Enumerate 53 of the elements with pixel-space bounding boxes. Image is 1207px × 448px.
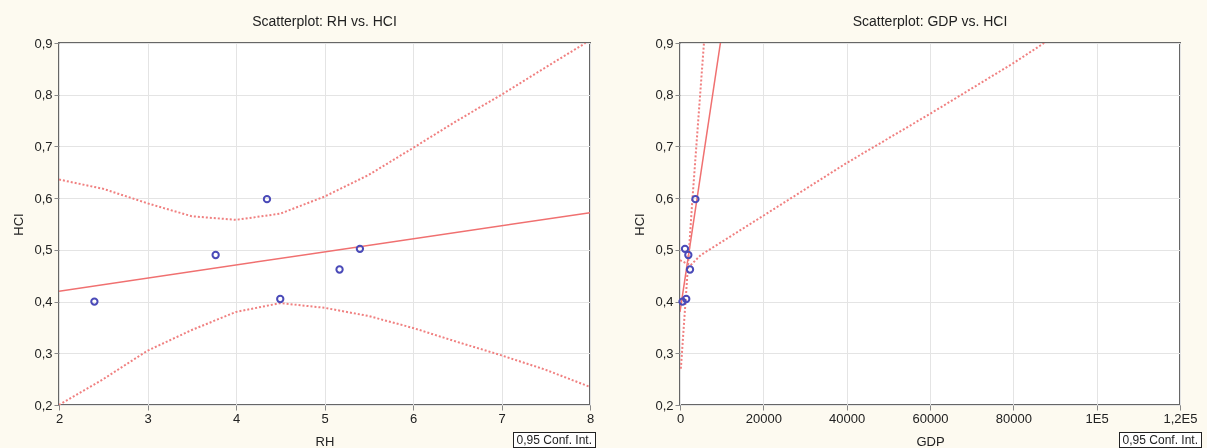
y-tick-label: 0,5 (34, 242, 53, 258)
x-tick-label: 0 (676, 410, 685, 426)
y-tick-label: 0,8 (34, 87, 53, 103)
text: 0,95 Conf. Int. (512, 432, 596, 448)
y-axis-title: HCI (632, 213, 648, 236)
x-tick-label: 1E5 (1085, 410, 1109, 426)
line-series (680, 43, 705, 370)
y-tick-label: 0,3 (655, 345, 674, 361)
y-tick-label: 0,2 (34, 397, 53, 413)
x-tick-label: 4 (232, 410, 241, 426)
point (276, 294, 285, 304)
y-tick-label: 0,4 (655, 294, 674, 310)
point (684, 250, 693, 260)
x-tick-label: 7 (498, 410, 506, 426)
x-tick-label: 60000 (912, 410, 949, 426)
point (685, 265, 695, 274)
y-tick-label: 0,9 (34, 35, 53, 51)
y-tick-label: 0,7 (34, 138, 53, 154)
x-tick-label: 80000 (995, 410, 1032, 426)
line-series (59, 43, 587, 221)
x-tick-label: 20000 (745, 410, 782, 426)
y-tick-label: 0,3 (34, 345, 53, 361)
point (355, 244, 365, 253)
y-tick-label: 0,6 (655, 190, 674, 206)
point (680, 244, 690, 253)
point (682, 294, 691, 304)
x-tick-label: 6 (409, 410, 418, 426)
x-tick-label: 40000 (829, 410, 866, 426)
y-tick-label: 0,2 (655, 397, 674, 413)
y-axis-title: HCI (11, 213, 27, 236)
y-tick-label: 0,7 (655, 138, 674, 154)
point (691, 195, 700, 204)
x-tick-label: 8 (586, 410, 595, 426)
text: 0,95 Conf. Int. (1118, 432, 1202, 448)
y-tick-label: 0,6 (34, 190, 53, 206)
y-tick-label: 0,8 (655, 87, 674, 103)
line-series (680, 43, 1046, 267)
y-tick-label: 0,5 (655, 242, 674, 258)
chart-title: Scatterplot: GDP vs. HCI (852, 13, 1008, 29)
x-axis-title: RH (315, 433, 335, 448)
x-tick-label: 3 (144, 410, 152, 426)
point (211, 250, 220, 260)
x-axis-title: GDP (916, 433, 945, 448)
y-tick-label: 0,4 (34, 294, 53, 310)
point (262, 195, 272, 204)
chart-title: Scatterplot: RH vs. HCI (252, 13, 397, 29)
x-tick-label: 2 (55, 410, 64, 426)
point (335, 265, 344, 274)
x-tick-label: 5 (321, 410, 329, 426)
point (90, 297, 99, 306)
point (678, 297, 687, 306)
x-tick-label: 1,2E5 (1163, 410, 1198, 426)
y-tick-label: 0,9 (655, 35, 674, 51)
